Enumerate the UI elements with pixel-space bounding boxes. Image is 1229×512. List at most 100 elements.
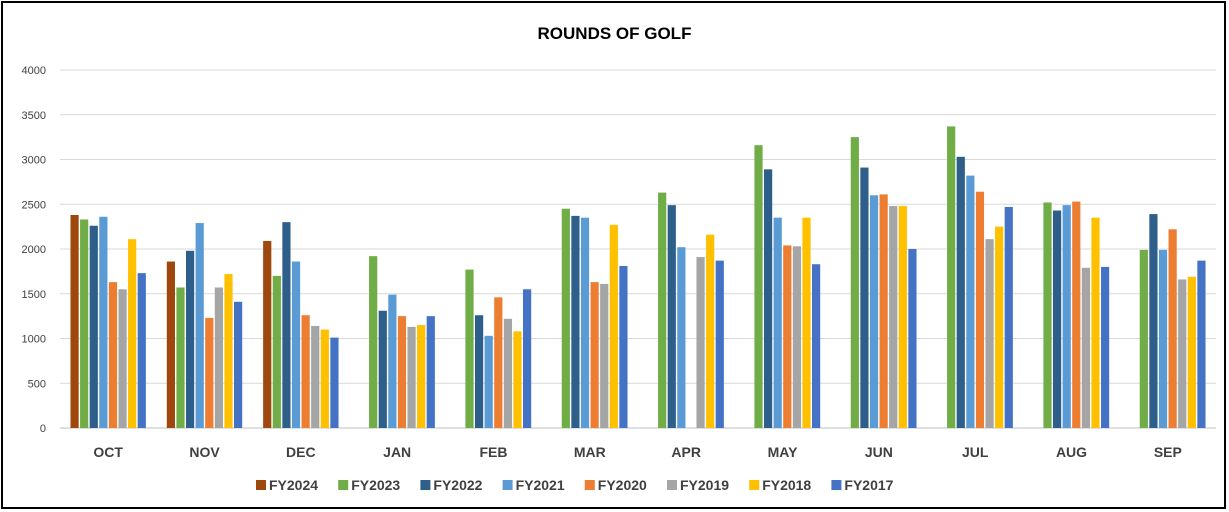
bar (773, 217, 782, 428)
x-tick-label: SEP (1154, 444, 1182, 460)
bar (860, 167, 869, 428)
x-tick-label: MAY (768, 444, 798, 460)
legend-label: FY2019 (680, 477, 729, 493)
legend-swatch (667, 480, 677, 490)
legend-label: FY2021 (516, 477, 565, 493)
legend-swatch (584, 480, 595, 490)
bar (619, 266, 628, 428)
bar (908, 249, 917, 428)
bar (1062, 205, 1071, 428)
x-tick-label: OCT (93, 444, 123, 460)
x-tick-label: JAN (383, 444, 411, 460)
bar (388, 294, 397, 428)
bar (397, 316, 407, 428)
bar (677, 247, 686, 428)
y-tick-label: 4000 (22, 65, 46, 77)
bar (1091, 217, 1100, 428)
bar (1053, 210, 1062, 428)
x-tick-label: JUL (962, 444, 989, 460)
legend-label: FY2023 (351, 477, 400, 493)
bar (580, 217, 590, 428)
bar (658, 192, 667, 428)
bar (118, 289, 127, 428)
legend-swatch (338, 480, 349, 490)
bar (947, 126, 956, 428)
bar (128, 239, 137, 428)
bar (1139, 249, 1148, 428)
y-tick-label: 0 (40, 423, 46, 435)
bar (137, 273, 146, 428)
bar (282, 222, 291, 428)
bar (975, 191, 985, 428)
bar (99, 216, 108, 428)
bar (89, 225, 98, 428)
x-tick-label: NOV (189, 444, 220, 460)
bar (1043, 202, 1052, 428)
bar (263, 240, 272, 428)
bar (465, 269, 474, 428)
bar (706, 234, 715, 428)
bar (1081, 267, 1090, 428)
bar (802, 217, 811, 428)
bar (369, 256, 378, 428)
legend-swatch (502, 480, 513, 490)
bar (764, 169, 773, 428)
bar (783, 245, 792, 428)
bar (484, 335, 493, 428)
bar (494, 297, 503, 428)
bar (590, 282, 599, 428)
bar (1101, 266, 1110, 428)
bar (234, 301, 243, 428)
x-tick-label: JUN (865, 444, 893, 460)
bar (330, 337, 339, 428)
bar (1072, 201, 1081, 428)
legend-swatch (420, 480, 431, 490)
bar (291, 261, 301, 428)
x-tick-label: AUG (1056, 444, 1087, 460)
bar (600, 283, 609, 428)
bar (609, 224, 618, 428)
bar (754, 145, 763, 428)
bar (301, 315, 310, 428)
bar (1149, 214, 1158, 428)
x-tick-label: APR (671, 444, 701, 460)
bar (715, 260, 724, 428)
bar (667, 205, 676, 428)
bar (898, 206, 907, 428)
legend-swatch (831, 480, 842, 490)
bar (956, 156, 965, 428)
bar (879, 194, 888, 428)
bar (224, 274, 233, 428)
bar (195, 223, 204, 428)
bar (1158, 249, 1168, 428)
bar (812, 264, 821, 428)
legend-swatch (749, 480, 760, 490)
bar (80, 219, 89, 428)
bar (696, 257, 705, 428)
bar (407, 326, 416, 428)
bar (417, 325, 426, 428)
bar (186, 250, 195, 428)
bar (1197, 260, 1206, 428)
bar (70, 214, 79, 428)
y-tick-label: 2500 (22, 199, 46, 211)
x-tick-label: DEC (286, 444, 316, 460)
bar (889, 206, 898, 428)
bar (475, 315, 484, 428)
bar (561, 208, 570, 428)
bar (966, 175, 975, 428)
bar (869, 195, 879, 428)
y-tick-label: 1500 (22, 289, 46, 301)
bar (850, 137, 859, 428)
legend-label: FY2018 (762, 477, 811, 493)
bar (503, 318, 512, 428)
y-tick-label: 1000 (22, 334, 46, 346)
legend-label: FY2022 (433, 477, 482, 493)
bar (523, 289, 532, 428)
bar (214, 287, 223, 428)
bar (1168, 229, 1177, 428)
legend-label: FY2024 (269, 477, 318, 493)
x-tick-label: MAR (574, 444, 606, 460)
legend-swatch (256, 480, 266, 490)
